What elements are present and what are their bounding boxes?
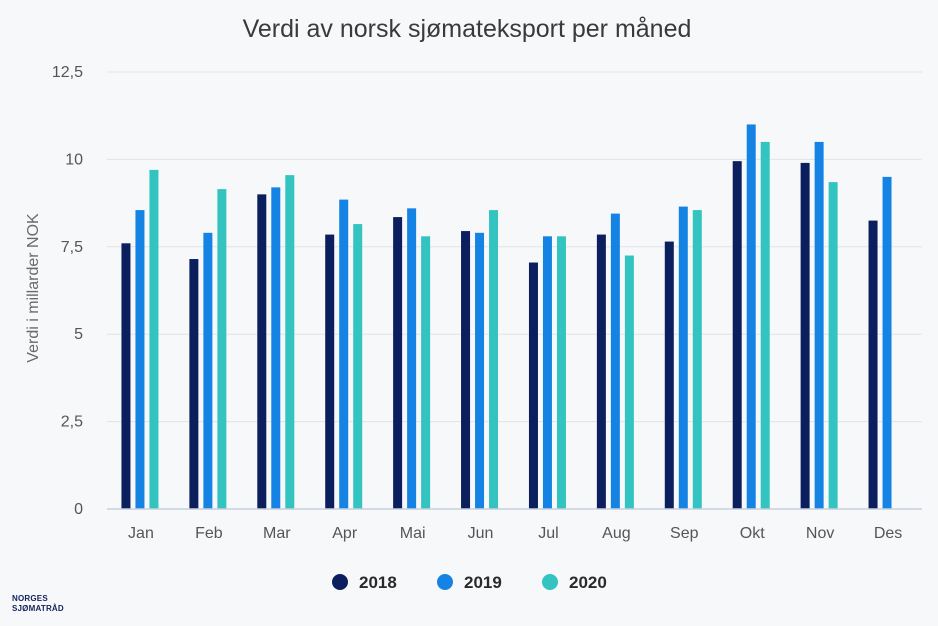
bar-2020-Sep: [692, 210, 702, 510]
bar-2019-Jul: [542, 236, 552, 509]
bar-2019-Aug: [610, 213, 620, 509]
bar-2018-Nov: [800, 162, 810, 509]
logo-line-2: SJØMATRÅD: [12, 604, 64, 613]
bars: [121, 124, 892, 510]
chart-title: Verdi av norsk sjømateksport per måned: [243, 15, 692, 43]
bar-2019-Des: [882, 176, 892, 509]
bar-2018-Apr: [325, 234, 335, 509]
bar-2020-Nov: [828, 182, 838, 509]
x-tick-label: Okt: [740, 525, 765, 542]
bar-2019-Mar: [271, 187, 281, 510]
bar-2019-Mai: [407, 208, 417, 509]
bar-2018-Des: [868, 220, 878, 509]
bar-2018-Mar: [257, 194, 267, 510]
brand-logo: NORGES SJØMATRÅD: [12, 594, 64, 614]
x-tick-label: Feb: [195, 525, 223, 542]
bar-2020-Okt: [760, 141, 770, 510]
bar-2018-Jun: [461, 231, 471, 509]
bar-2019-Okt: [746, 124, 756, 509]
x-tick-label: Nov: [806, 525, 834, 542]
legend-label: 2019: [464, 573, 502, 592]
x-tick-label: Jun: [468, 525, 494, 542]
legend-marker-2020: [542, 574, 558, 590]
bar-2020-Apr: [353, 224, 363, 510]
x-tick-label: Mar: [263, 525, 291, 542]
x-tick-label: Sep: [670, 525, 699, 542]
x-tick-label: Mai: [400, 525, 426, 542]
bar-2019-Sep: [678, 206, 688, 509]
x-tick-label: Aug: [602, 525, 630, 542]
y-tick-label: 7,5: [61, 239, 83, 256]
y-tick-label: 12,5: [52, 64, 83, 81]
bar-2020-Jul: [556, 236, 566, 509]
bar-2018-Jul: [528, 262, 538, 509]
x-tick-label: Des: [874, 525, 902, 542]
legend-marker-2019: [437, 574, 453, 590]
y-axis-label: Verdi i millarder NOK: [25, 213, 42, 363]
bar-2019-Nov: [814, 141, 824, 510]
bar-2018-Mai: [393, 217, 403, 510]
y-tick-label: 0: [74, 501, 83, 518]
bar-2020-Jun: [489, 210, 499, 510]
bar-2020-Jan: [149, 169, 159, 509]
y-tick-label: 10: [65, 151, 83, 168]
bar-2018-Okt: [732, 161, 742, 509]
bar-2018-Sep: [664, 241, 674, 509]
bar-2018-Aug: [596, 234, 606, 509]
bar-2019-Apr: [339, 199, 349, 509]
y-tick-label: 5: [74, 326, 83, 343]
bar-2018-Feb: [189, 259, 199, 509]
x-tick-labels: Jan Feb Mar Apr Mai Jun Jul Aug Sep Okt Nov Des: [128, 525, 902, 542]
x-tick-label: Jan: [128, 525, 154, 542]
bar-2020-Mai: [421, 236, 431, 509]
y-tick-label: 2,5: [61, 414, 83, 431]
bar-2018-Jan: [121, 243, 131, 509]
grid-lines: [107, 71, 922, 423]
bar-2020-Aug: [624, 255, 634, 509]
x-tick-label: Jul: [538, 525, 558, 542]
legend-label: 2018: [359, 573, 397, 592]
y-tick-labels: 0 2,5 5 7,5 10 12,5: [52, 64, 83, 518]
legend-marker-2018: [332, 574, 348, 590]
bar-2019-Jan: [135, 210, 145, 510]
x-tick-label: Apr: [332, 525, 358, 542]
bar-2020-Feb: [217, 189, 227, 509]
bar-2019-Jun: [475, 232, 485, 510]
bar-2020-Mar: [285, 175, 295, 509]
bar-2019-Feb: [203, 232, 213, 510]
legend: 2018 2019 2020: [332, 573, 607, 592]
legend-label: 2020: [569, 573, 607, 592]
logo-line-1: NORGES: [12, 594, 48, 603]
